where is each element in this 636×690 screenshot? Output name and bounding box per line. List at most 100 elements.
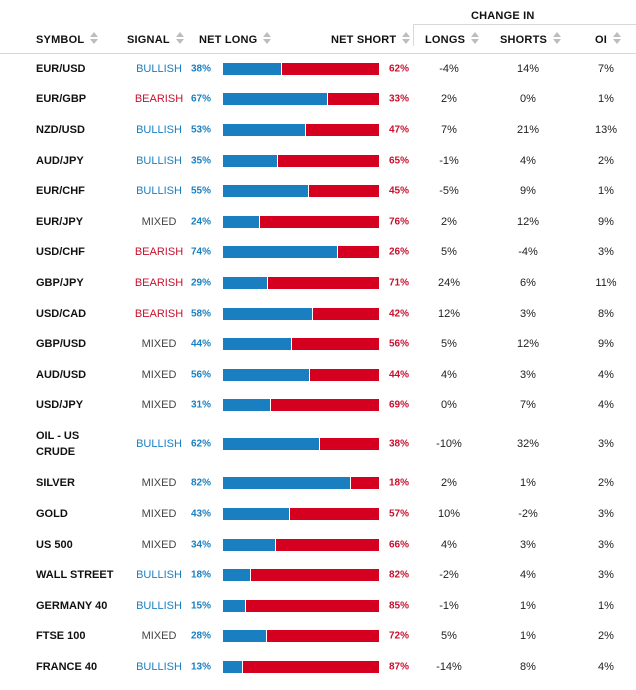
symbol-link[interactable]: SILVER xyxy=(36,477,75,489)
net-long-value: 82% xyxy=(191,477,212,489)
change-longs-value: 5% xyxy=(441,246,457,258)
change-shorts-value: 0% xyxy=(520,93,536,105)
symbol-link[interactable]: NZD/USD xyxy=(36,124,85,136)
symbol-link[interactable]: FRANCE 40 xyxy=(36,661,98,673)
sort-icon[interactable] xyxy=(90,32,99,44)
change-oi-value: 1% xyxy=(598,600,614,612)
change-longs-value: 5% xyxy=(441,338,457,350)
symbol-link[interactable]: GBP/USD xyxy=(36,338,87,350)
net-short-value: 57% xyxy=(389,508,410,520)
net-short-value: 87% xyxy=(389,661,410,673)
col-header-net-short[interactable]: NET SHORT xyxy=(331,32,411,46)
symbol-link[interactable]: OIL - US CRUDE xyxy=(36,430,80,458)
symbol-link[interactable]: WALL STREET xyxy=(36,569,114,581)
net-long-fill xyxy=(223,539,277,551)
table-row[interactable]: GERMANY 40 BULLISH 15% 85% -1% 1% 1% xyxy=(0,591,636,621)
table-row[interactable]: US 500 MIXED 34% 66% 4% 3% 3% xyxy=(0,530,636,560)
symbol-link[interactable]: FTSE 100 xyxy=(36,630,86,642)
symbol-link[interactable]: GOLD xyxy=(36,508,68,520)
col-header-net-long[interactable]: NET LONG xyxy=(199,32,272,46)
table-row[interactable]: WALL STREET BULLISH 18% 82% -2% 4% 3% xyxy=(0,560,636,590)
net-long-value: 62% xyxy=(191,438,212,450)
change-longs-value: 7% xyxy=(441,124,457,136)
sentiment-bar xyxy=(223,277,379,289)
symbol-link[interactable]: GBP/JPY xyxy=(36,277,84,289)
sort-icon[interactable] xyxy=(263,32,272,44)
table-row[interactable]: GOLD MIXED 43% 57% 10% -2% 3% xyxy=(0,499,636,529)
sentiment-bar xyxy=(223,477,379,489)
sort-icon[interactable] xyxy=(553,32,562,44)
table-row[interactable]: SILVER MIXED 82% 18% 2% 1% 2% xyxy=(0,468,636,498)
col-header-shorts-label: SHORTS xyxy=(500,34,548,46)
change-oi-value: 4% xyxy=(598,399,614,411)
table-row[interactable]: OIL - US CRUDE BULLISH 62% 38% -10% 32% 3% xyxy=(0,422,636,466)
table-row[interactable]: AUD/JPY BULLISH 35% 65% -1% 4% 2% xyxy=(0,146,636,176)
sentiment-bar xyxy=(223,661,379,673)
table-row[interactable]: EUR/JPY MIXED 24% 76% 2% 12% 9% xyxy=(0,207,636,237)
sort-icon[interactable] xyxy=(402,32,411,44)
net-long-value: 18% xyxy=(191,569,212,581)
sort-icon[interactable] xyxy=(613,32,622,44)
signal-label: MIXED xyxy=(141,630,177,642)
table-row[interactable]: AUD/USD MIXED 56% 44% 4% 3% 4% xyxy=(0,360,636,390)
change-oi-value: 2% xyxy=(598,630,614,642)
sentiment-bar xyxy=(223,508,379,520)
col-header-longs[interactable]: LONGS xyxy=(425,32,480,46)
net-long-fill xyxy=(223,93,328,105)
sort-icon[interactable] xyxy=(471,32,480,44)
net-long-fill xyxy=(223,338,292,350)
sort-icon[interactable] xyxy=(175,32,184,44)
col-header-longs-label: LONGS xyxy=(425,34,466,46)
net-long-fill xyxy=(223,369,311,381)
table-row[interactable]: GBP/USD MIXED 44% 56% 5% 12% 9% xyxy=(0,329,636,359)
sentiment-bar xyxy=(223,308,379,320)
table-row[interactable]: GBP/JPY BEARISH 29% 71% 24% 6% 11% xyxy=(0,268,636,298)
change-shorts-value: 4% xyxy=(520,569,536,581)
change-longs-value: 10% xyxy=(437,508,461,520)
table-row[interactable]: USD/JPY MIXED 31% 69% 0% 7% 4% xyxy=(0,390,636,420)
net-long-fill xyxy=(223,438,320,450)
table-row[interactable]: FRANCE 40 BULLISH 13% 87% -14% 8% 4% xyxy=(0,652,636,682)
change-longs-value: -5% xyxy=(439,185,459,197)
net-long-value: 28% xyxy=(191,630,212,642)
symbol-link[interactable]: EUR/CHF xyxy=(36,185,85,197)
symbol-link[interactable]: USD/CHF xyxy=(36,246,85,258)
symbol-link[interactable]: EUR/JPY xyxy=(36,216,84,228)
table-row[interactable]: USD/CHF BEARISH 74% 26% 5% -4% 3% xyxy=(0,237,636,267)
net-short-value: 66% xyxy=(389,539,410,551)
table-row[interactable]: EUR/USD BULLISH 38% 62% -4% 14% 7% xyxy=(0,54,636,84)
change-shorts-value: 9% xyxy=(520,185,536,197)
sentiment-bar xyxy=(223,216,379,228)
symbol-link[interactable]: EUR/USD xyxy=(36,63,86,75)
col-header-symbol[interactable]: SYMBOL xyxy=(36,32,99,46)
net-long-value: 55% xyxy=(191,185,212,197)
symbol-link[interactable]: USD/JPY xyxy=(36,399,84,411)
sentiment-bar xyxy=(223,185,379,197)
col-header-shorts[interactable]: SHORTS xyxy=(500,32,562,46)
table-row[interactable]: EUR/CHF BULLISH 55% 45% -5% 9% 1% xyxy=(0,176,636,206)
symbol-link[interactable]: GERMANY 40 xyxy=(36,600,108,612)
table-row[interactable]: EUR/GBP BEARISH 67% 33% 2% 0% 1% xyxy=(0,84,636,114)
symbol-link[interactable]: AUD/JPY xyxy=(36,155,84,167)
symbol-link[interactable]: US 500 xyxy=(36,539,73,551)
symbol-link[interactable]: AUD/USD xyxy=(36,369,87,381)
net-short-value: 42% xyxy=(389,308,410,320)
net-long-value: 43% xyxy=(191,508,212,520)
change-oi-value: 2% xyxy=(598,155,614,167)
signal-label: BULLISH xyxy=(136,63,182,75)
col-header-oi[interactable]: OI xyxy=(595,32,622,46)
table-row[interactable]: FTSE 100 MIXED 28% 72% 5% 1% 2% xyxy=(0,621,636,651)
net-long-fill xyxy=(223,600,247,612)
col-header-signal[interactable]: SIGNAL xyxy=(127,32,184,46)
symbol-link[interactable]: EUR/GBP xyxy=(36,93,87,105)
change-longs-value: 2% xyxy=(441,216,457,228)
change-longs-value: 24% xyxy=(437,277,461,289)
symbol-link[interactable]: USD/CAD xyxy=(36,308,87,320)
change-oi-value: 3% xyxy=(598,569,614,581)
signal-label: MIXED xyxy=(141,477,177,489)
change-shorts-value: 4% xyxy=(520,155,536,167)
table-row[interactable]: USD/CAD BEARISH 58% 42% 12% 3% 8% xyxy=(0,299,636,329)
table-row[interactable]: NZD/USD BULLISH 53% 47% 7% 21% 13% xyxy=(0,115,636,145)
change-longs-value: -10% xyxy=(436,438,462,450)
signal-label: BULLISH xyxy=(136,569,182,581)
